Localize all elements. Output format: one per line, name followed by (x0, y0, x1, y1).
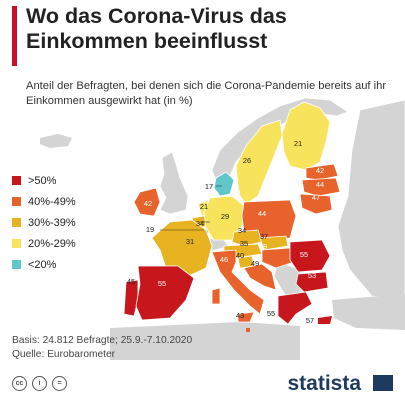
country-ireland[interactable] (133, 187, 161, 217)
value-label: 17 (205, 182, 213, 191)
chart-title: Wo das Corona-Virus das Einkommen beeinf… (26, 4, 287, 53)
country-slovakia[interactable] (259, 235, 289, 251)
country-italy-sardinia[interactable] (211, 287, 221, 305)
country-france[interactable] (151, 219, 213, 279)
leader-lines (160, 185, 222, 231)
value-label: 49 (251, 259, 259, 268)
value-label: 26 (243, 156, 251, 165)
value-label: 45 (127, 277, 135, 286)
legend-item: 40%-49% (12, 191, 76, 212)
land-uk (159, 151, 189, 215)
legend-swatch (12, 239, 21, 248)
country-malta[interactable] (246, 328, 250, 332)
country-denmark[interactable] (213, 171, 235, 197)
no-derivatives-icon[interactable]: = (52, 376, 67, 391)
legend-label: 40%-49% (28, 195, 76, 208)
value-label: 34 (238, 226, 246, 235)
eu-countries (123, 101, 341, 332)
basis-note: Basis: 24.812 Befragte; 25.9.-7.10.2020 (12, 335, 193, 346)
value-label: 57 (306, 316, 314, 325)
legend-label: <20% (28, 258, 57, 271)
legend-swatch (12, 260, 21, 269)
statista-logo-icon[interactable] (373, 375, 393, 391)
country-romania[interactable] (289, 239, 331, 273)
legend-label: >50% (28, 174, 57, 187)
country-italy[interactable] (211, 249, 265, 315)
legend-swatch (12, 197, 21, 206)
value-label: 35 (240, 239, 248, 248)
value-label: 44 (316, 180, 324, 189)
land-iceland (40, 134, 72, 148)
country-croatia[interactable] (243, 263, 277, 291)
country-cyprus[interactable] (318, 316, 332, 324)
country-greece[interactable] (277, 291, 313, 325)
value-label: 55 (267, 309, 275, 318)
land-turkey (332, 294, 405, 330)
value-label: 44 (258, 209, 266, 218)
value-label: 46 (220, 255, 228, 264)
footer-notes: Basis: 24.812 Befragte; 25.9.-7.10.2020 … (12, 334, 192, 362)
source-note: Quelle: Eurobarometer (12, 349, 116, 360)
country-latvia[interactable] (301, 177, 341, 197)
value-label: 47 (312, 193, 320, 202)
value-label: 55 (300, 250, 308, 259)
legend-swatch (12, 218, 21, 227)
statista-logo-text[interactable]: statista (287, 372, 361, 395)
value-label: 42 (316, 166, 324, 175)
value-label: 37 (260, 232, 268, 241)
value-label: 55 (158, 279, 166, 288)
value-label: 48 (259, 242, 267, 251)
legend-label: 30%-39% (28, 216, 76, 229)
country-spain[interactable] (135, 265, 195, 321)
legend-swatch (12, 176, 21, 185)
legend-item: 20%-29% (12, 233, 76, 254)
country-portugal[interactable] (123, 279, 139, 317)
value-label: 21 (294, 139, 302, 148)
value-label: 43 (236, 311, 244, 320)
value-label: 21 (200, 202, 208, 211)
country-italy-sicily[interactable] (237, 311, 255, 323)
creative-commons-icon[interactable]: cc (12, 376, 27, 391)
value-label: 40 (236, 251, 244, 260)
legend-item: >50% (12, 170, 76, 191)
value-labels: 21 26 42 44 47 42 17 21 34 29 44 19 31 3… (127, 139, 324, 325)
value-label: 53 (308, 271, 316, 280)
legend-item: 30%-39% (12, 212, 76, 233)
land-east (337, 99, 405, 301)
legend: >50% 40%-49% 30%-39% 20%-29% <20% (12, 170, 76, 275)
country-hungary[interactable] (261, 247, 295, 269)
land-north-africa (110, 322, 300, 360)
title-accent-bar (12, 6, 17, 66)
legend-label: 20%-29% (28, 237, 76, 250)
legend-item: <20% (12, 254, 76, 275)
value-label: 31 (186, 237, 194, 246)
value-label: 34 (196, 219, 204, 228)
attribution-icon[interactable]: i (32, 376, 47, 391)
country-estonia[interactable] (305, 163, 339, 181)
country-lithuania[interactable] (299, 193, 333, 215)
value-label: 29 (221, 212, 229, 221)
chart-subtitle: Anteil der Befragten, bei denen sich die… (26, 80, 387, 107)
country-bulgaria[interactable] (295, 271, 329, 293)
non-eu-land (40, 97, 405, 360)
value-label: 19 (146, 225, 154, 234)
value-label: 42 (144, 199, 152, 208)
country-finland[interactable] (281, 101, 331, 171)
